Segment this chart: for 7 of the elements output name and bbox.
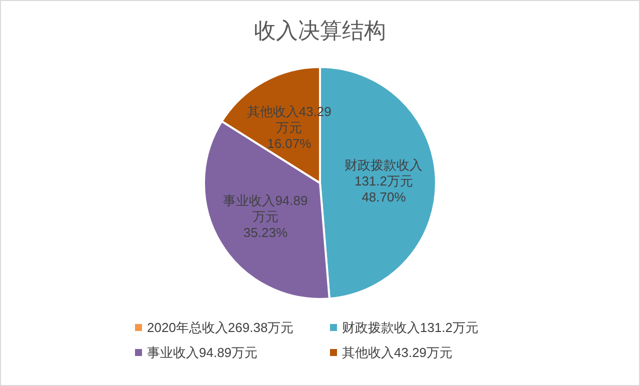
legend-label: 2020年总收入269.38万元	[147, 320, 294, 335]
chart-title: 收入决算结构	[254, 18, 386, 43]
data-label: 财政拨款收入 131.2万元 48.70%	[344, 157, 423, 204]
legend-label: 其他收入43.29万元	[342, 345, 453, 360]
legend-label: 事业收入94.89万元	[147, 345, 258, 360]
data-label: 事业收入94.89 万元 35.23%	[223, 193, 308, 240]
legend-label: 财政拨款收入131.2万元	[342, 320, 479, 335]
